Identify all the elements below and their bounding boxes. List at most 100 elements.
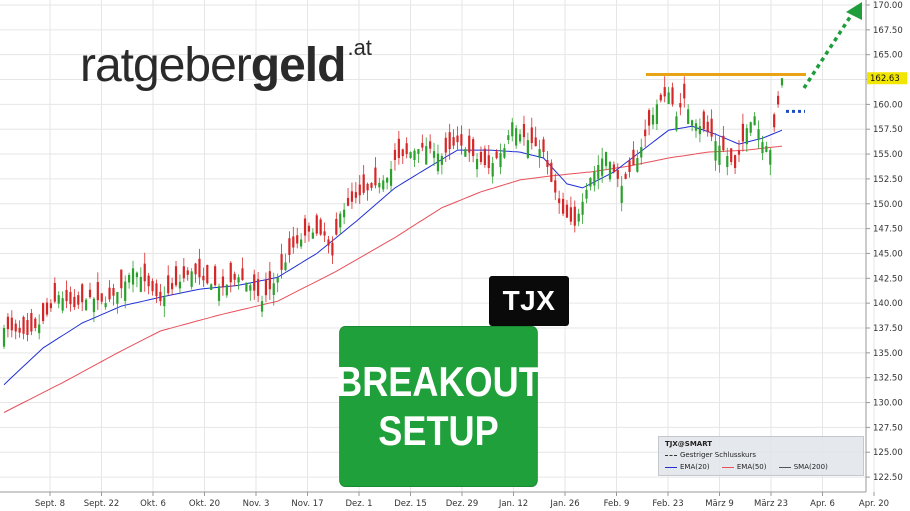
candle-body	[753, 116, 756, 126]
candle-body	[151, 280, 154, 292]
candle-body	[116, 291, 119, 304]
candle-body	[526, 140, 529, 158]
candle-body	[475, 159, 479, 170]
candle-body	[198, 258, 201, 278]
y-tick-label: 140.00	[873, 299, 903, 309]
brand-logo: ratgebergeld.at	[80, 35, 372, 93]
candle-body	[608, 162, 612, 180]
candle-body	[452, 137, 455, 146]
candle-body	[479, 151, 483, 163]
candle-body	[288, 238, 291, 255]
candle-body	[292, 236, 295, 248]
candle-body	[710, 118, 713, 137]
candle-body	[515, 128, 518, 146]
candle-body	[573, 206, 576, 226]
candle-body	[659, 94, 662, 101]
candle-body	[135, 272, 139, 278]
candle-body	[694, 123, 698, 131]
candle-body	[77, 295, 80, 305]
candle-body	[702, 111, 705, 130]
ticker-label: TJX	[502, 285, 556, 316]
breakout-setup-banner: BREAKOUT SETUP	[336, 327, 541, 486]
y-tick-label: 142.50	[873, 274, 903, 284]
candle-body	[773, 114, 776, 128]
candle-body	[440, 156, 443, 165]
candle-body	[722, 135, 725, 151]
candle-body	[268, 271, 271, 290]
candle-body	[444, 137, 447, 153]
candle-body	[733, 155, 737, 168]
candle-body	[171, 283, 174, 290]
candle-body	[100, 293, 103, 302]
legend-ema50-swatch	[721, 466, 734, 468]
candle-body	[671, 87, 674, 105]
candle-body	[186, 270, 189, 275]
candle-body	[202, 275, 205, 281]
candle-body	[593, 171, 596, 186]
x-tick-label: Sept. 8	[35, 499, 65, 509]
candle-body	[448, 132, 451, 150]
x-tick-label: Sept. 22	[84, 499, 120, 509]
candle-body	[374, 167, 377, 186]
candle-body	[34, 318, 37, 328]
candle-body	[296, 235, 299, 244]
candle-body	[257, 279, 260, 296]
candle-body	[112, 287, 115, 296]
candle-body	[683, 83, 686, 99]
candle-body	[182, 266, 185, 279]
y-tick-label: 137.50	[873, 324, 903, 334]
candle-body	[577, 213, 580, 222]
candle-body	[26, 320, 29, 335]
legend-dash-swatch	[665, 454, 677, 456]
legend-ema20-swatch	[665, 466, 677, 468]
last-price-tag	[867, 72, 907, 85]
legend-indicators: EMA(20) EMA(50) SMA(200)	[665, 463, 828, 471]
candle-body	[534, 137, 537, 147]
candle-body	[128, 274, 131, 283]
candle-body	[597, 164, 600, 179]
candle-body	[581, 201, 584, 215]
candle-body	[550, 162, 553, 182]
candle-body	[409, 152, 412, 158]
candle-body	[620, 185, 623, 203]
candle-body	[41, 303, 45, 322]
candle-body	[163, 297, 166, 307]
candle-body	[530, 127, 533, 144]
ema20-line	[3, 125, 783, 386]
y-tick-label: 127.50	[873, 423, 903, 433]
y-tick-label: 135.00	[873, 349, 903, 359]
candle-body	[61, 298, 64, 311]
y-tick-label: 167.50	[873, 26, 903, 36]
candle-body	[225, 284, 228, 296]
candle-body	[558, 198, 561, 204]
candle-body	[745, 128, 748, 145]
candle-body	[640, 147, 643, 158]
candle-body	[30, 313, 33, 332]
x-tick-label: Nov. 17	[291, 499, 323, 509]
x-tick-label: Feb. 9	[604, 499, 630, 509]
candle-body	[429, 141, 432, 149]
candle-body	[417, 149, 420, 154]
candle-body	[155, 283, 158, 297]
candle-body	[542, 139, 545, 153]
candle-body	[14, 323, 17, 332]
candle-body	[10, 317, 13, 331]
candle-body	[358, 184, 361, 196]
candle-body	[22, 316, 25, 334]
candle-body	[499, 153, 502, 168]
candle-body	[776, 95, 780, 105]
candle-body	[667, 92, 670, 105]
candle-body	[245, 282, 248, 292]
candle-body	[495, 151, 498, 159]
y-tick-label: 125.00	[873, 448, 903, 458]
candle-body	[389, 168, 393, 186]
brand-name-light: ratgeber	[80, 39, 252, 92]
candle-body	[284, 262, 287, 271]
candle-body	[464, 149, 467, 157]
candle-body	[616, 170, 619, 179]
candle-body	[628, 160, 631, 172]
x-tick-label: Feb. 23	[652, 499, 683, 509]
candle-body	[6, 316, 10, 330]
legend-title: TJX@SMART	[665, 440, 713, 448]
candle-body	[382, 180, 385, 190]
